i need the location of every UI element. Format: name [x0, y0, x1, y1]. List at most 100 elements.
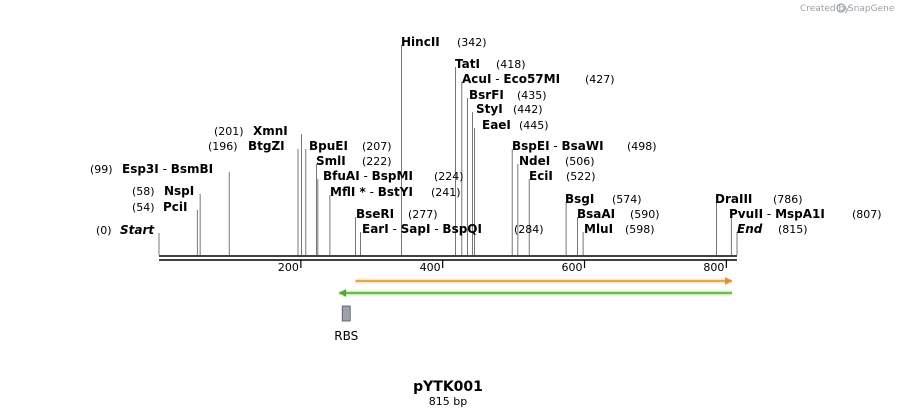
site-enzyme-bsaai-0: BsaAI [577, 207, 615, 221]
site-name-mlui[interactable]: MluI [584, 222, 613, 236]
plasmid-name: pYTK001 [413, 379, 483, 395]
site-position-esp3i: (99) [90, 163, 113, 176]
site-position-mfli: (241) [431, 186, 461, 199]
site-enzyme-acui-1: Eco57MI [503, 72, 560, 86]
site-bfuai[interactable]: (224) BfuAI - BspMI [323, 169, 464, 183]
site-enzyme-bspei-0: BspEI [512, 139, 550, 153]
site-position-eaei: (445) [519, 119, 549, 132]
site-name-start[interactable]: Start [120, 223, 155, 237]
site-name-eari[interactable]: EarI - SapI - BspQI [362, 222, 482, 236]
site-separator: - [430, 222, 442, 236]
ruler-label-800: 800 [703, 261, 724, 274]
site-styi[interactable]: (442) StyI [476, 102, 543, 116]
features [339, 277, 733, 297]
site-enzyme-xmni-0: XmnI [253, 124, 288, 138]
site-name-bfuai[interactable]: BfuAI - BspMI [323, 169, 413, 183]
site-bsgi[interactable]: (574) BsgI [565, 192, 642, 206]
site-bpuei[interactable]: (207) BpuEI [309, 139, 392, 153]
rbs-feature[interactable]: RBS [334, 305, 358, 343]
site-name-bsaai[interactable]: BsaAI [577, 207, 615, 221]
site-position-ecii: (522) [566, 170, 596, 183]
site-name-bsgi[interactable]: BsgI [565, 192, 594, 206]
site-name-smli[interactable]: SmlI [316, 154, 346, 168]
snapgene-logo-icon [836, 3, 846, 13]
site-bsaai[interactable]: (590) BsaAI [577, 207, 660, 221]
site-position-draiii: (786) [773, 193, 803, 206]
site-name-pcii[interactable]: PciI [163, 200, 188, 214]
site-enzyme-ndei-0: NdeI [519, 154, 550, 168]
site-name-bspei[interactable]: BspEI - BsaWI [512, 139, 604, 153]
site-name-mfli[interactable]: MflI * - BstYI [330, 185, 413, 199]
site-eari[interactable]: (284) EarI - SapI - BspQI [362, 222, 544, 236]
site-name-styi[interactable]: StyI [476, 102, 503, 116]
site-enzyme-mfli-0: MflI * [330, 185, 366, 199]
site-separator: - [366, 185, 378, 199]
site-position-hincii: (342) [457, 36, 487, 49]
site-smli[interactable]: (222) SmlI [316, 154, 392, 168]
site-name-esp3i[interactable]: Esp3I - BsmBI [122, 162, 213, 176]
site-acui[interactable]: (427) AcuI - Eco57MI [462, 72, 615, 86]
site-pcii[interactable]: (54) PciI [132, 200, 188, 214]
site-enzyme-bpuei-0: BpuEI [309, 139, 348, 153]
site-mlui[interactable]: (598) MluI [584, 222, 655, 236]
site-esp3i[interactable]: (99) Esp3I - BsmBI [90, 162, 213, 176]
site-name-bpuei[interactable]: BpuEI [309, 139, 348, 153]
site-ndei[interactable]: (506) NdeI [519, 154, 595, 168]
site-enzyme-btgzi-0: BtgZI [248, 139, 285, 153]
rbs-label: RBS [334, 329, 358, 343]
site-position-bspei: (498) [627, 140, 657, 153]
site-bseri[interactable]: (277) BseRI [356, 207, 438, 221]
site-name-hincii[interactable]: HincII [401, 35, 440, 49]
site-nspi[interactable]: (58) NspI [132, 184, 194, 198]
site-enzyme-end-0: End [737, 222, 763, 236]
site-eaei[interactable]: (445) EaeI [482, 118, 549, 132]
site-position-eari: (284) [514, 223, 544, 236]
site-position-start: (0) [96, 224, 112, 237]
site-separator: - [360, 169, 372, 183]
site-draiii[interactable]: (786) DraIII [715, 192, 803, 206]
site-enzyme-pvuii-1: MspA1I [775, 207, 825, 221]
site-name-nspi[interactable]: NspI [164, 184, 194, 198]
feature-green-arrow-arrowhead [339, 289, 347, 297]
site-pvuii[interactable]: (807) PvuII - MspA1I [729, 207, 882, 221]
site-position-mlui: (598) [625, 223, 655, 236]
site-name-bseri[interactable]: BseRI [356, 207, 394, 221]
site-btgzi[interactable]: (196) BtgZI [208, 139, 285, 153]
site-name-pvuii[interactable]: PvuII - MspA1I [729, 207, 825, 221]
site-bsrfi[interactable]: (435) BsrFI [469, 88, 547, 102]
site-name-bsrfi[interactable]: BsrFI [469, 88, 504, 102]
site-name-btgzi[interactable]: BtgZI [248, 139, 285, 153]
site-separator: - [389, 222, 401, 236]
site-name-tati[interactable]: TatI [455, 57, 480, 71]
site-enzyme-start-0: Start [120, 223, 155, 237]
site-enzyme-smli-0: SmlI [316, 154, 346, 168]
feature-orange-arrow[interactable] [355, 277, 733, 285]
site-name-ndei[interactable]: NdeI [519, 154, 550, 168]
site-name-eaei[interactable]: EaeI [482, 118, 511, 132]
site-bspei[interactable]: (498) BspEI - BsaWI [512, 139, 657, 153]
site-xmni[interactable]: (201) XmnI [214, 124, 288, 138]
site-start[interactable]: (0) Start [96, 223, 155, 237]
site-position-bsrfi: (435) [517, 89, 547, 102]
ruler-label-200: 200 [278, 261, 299, 274]
site-position-bseri: (277) [408, 208, 438, 221]
site-name-end[interactable]: End [737, 222, 763, 236]
site-enzyme-pcii-0: PciI [163, 200, 188, 214]
site-enzyme-styi-0: StyI [476, 102, 503, 116]
site-labels: (0) Start (54) PciI (58) NspI (99) Esp3I - BsmB… [90, 35, 882, 237]
site-end[interactable]: (815) End [737, 222, 808, 236]
feature-green-arrow[interactable] [339, 289, 733, 297]
site-ecii[interactable]: (522) EciI [529, 169, 596, 183]
site-name-ecii[interactable]: EciI [529, 169, 553, 183]
site-name-draiii[interactable]: DraIII [715, 192, 752, 206]
site-separator: - [763, 207, 775, 221]
site-name-acui[interactable]: AcuI - Eco57MI [462, 72, 560, 86]
rbs-box[interactable] [341, 305, 351, 322]
site-enzyme-eaei-0: EaeI [482, 118, 511, 132]
site-mfli[interactable]: (241) MflI * - BstYI [330, 185, 461, 199]
site-tati[interactable]: (418) TatI [455, 57, 526, 71]
site-enzyme-eari-1: SapI [401, 222, 431, 236]
site-name-xmni[interactable]: XmnI [253, 124, 288, 138]
site-hincii[interactable]: (342) HincII [401, 35, 487, 49]
